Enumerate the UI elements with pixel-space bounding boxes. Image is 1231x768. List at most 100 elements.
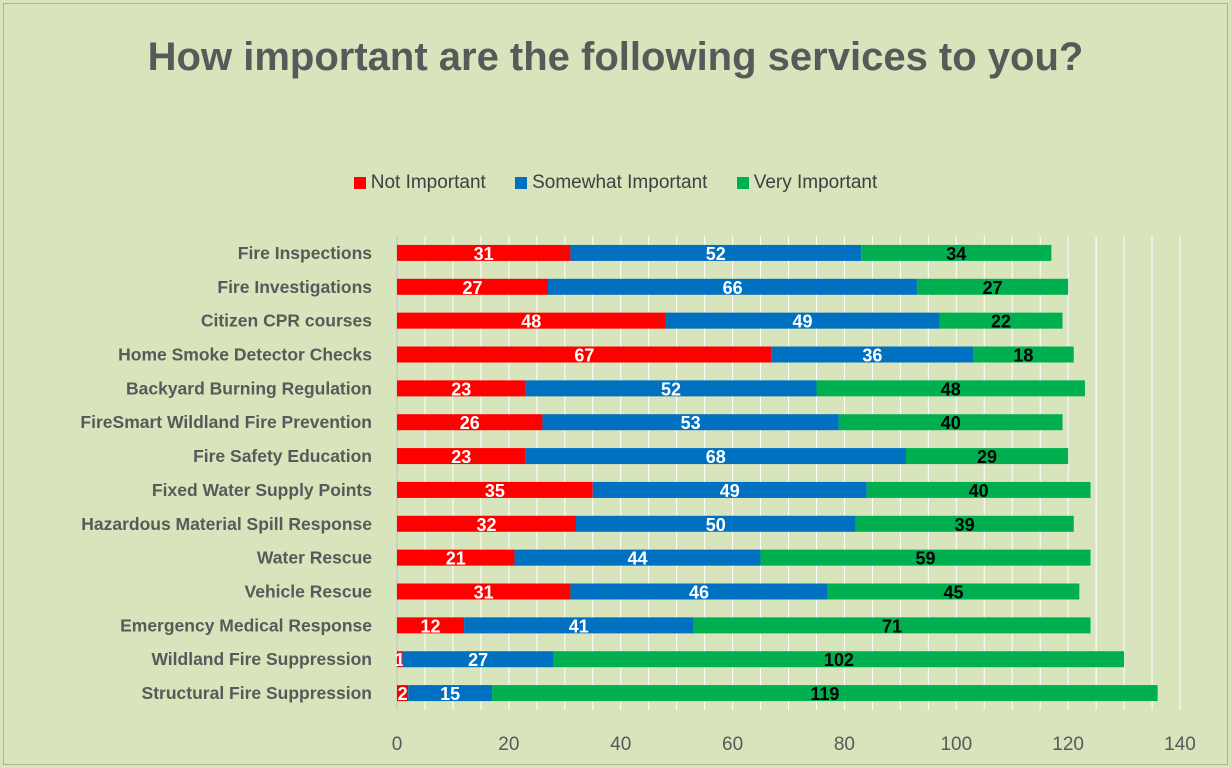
bar-segment bbox=[397, 414, 543, 431]
data-label: 12 bbox=[421, 616, 441, 636]
bar-segment bbox=[542, 414, 839, 431]
bar-segment bbox=[665, 312, 940, 329]
data-label: 67 bbox=[574, 346, 594, 366]
data-label: 44 bbox=[627, 549, 647, 569]
bar-segment bbox=[397, 481, 593, 498]
data-label: 35 bbox=[485, 481, 505, 501]
bar-segment bbox=[760, 549, 1091, 566]
bar-segment bbox=[514, 549, 761, 566]
legend-swatch-not-important bbox=[353, 177, 366, 189]
bar-segment bbox=[464, 617, 694, 634]
bar-segment bbox=[575, 515, 856, 532]
bar-segment bbox=[592, 481, 867, 498]
bar-segment bbox=[771, 346, 974, 363]
data-label: 46 bbox=[689, 583, 709, 603]
category-label: Wildland Fire Suppression bbox=[151, 649, 372, 669]
bar-segment bbox=[973, 346, 1074, 363]
bar-segment bbox=[570, 244, 862, 261]
category-label: Water Rescue bbox=[257, 548, 372, 568]
data-label: 49 bbox=[720, 481, 740, 501]
data-label: 2 bbox=[398, 684, 408, 704]
data-label: 26 bbox=[460, 413, 480, 433]
bar-segment bbox=[548, 278, 918, 295]
category-label: Hazardous Material Spill Response bbox=[81, 514, 372, 534]
bar-segment bbox=[397, 651, 403, 668]
bar-segment bbox=[408, 685, 493, 702]
x-tick-label: 100 bbox=[940, 734, 972, 755]
data-label: 27 bbox=[468, 650, 488, 670]
data-label: 66 bbox=[723, 278, 743, 298]
x-tick-label: 20 bbox=[498, 734, 519, 755]
legend: Not Important Somewhat Important Very Im… bbox=[0, 172, 1231, 195]
data-label: 31 bbox=[474, 244, 494, 264]
category-label: Vehicle Rescue bbox=[245, 582, 373, 602]
data-label: 68 bbox=[706, 447, 726, 467]
bar-segment bbox=[397, 617, 465, 634]
bar-segment bbox=[397, 685, 409, 702]
data-label: 21 bbox=[446, 549, 466, 569]
data-label: 23 bbox=[451, 379, 471, 399]
category-label: Home Smoke Detector Checks bbox=[118, 345, 372, 365]
data-label: 52 bbox=[661, 379, 681, 399]
chart-title: How important are the following services… bbox=[147, 35, 1084, 79]
legend-swatch-very-important bbox=[736, 177, 749, 189]
data-label: 15 bbox=[440, 684, 460, 704]
data-label: 53 bbox=[681, 413, 701, 433]
data-label: 52 bbox=[706, 244, 726, 264]
data-label: 40 bbox=[969, 481, 989, 501]
data-label: 119 bbox=[810, 684, 839, 704]
data-label: 27 bbox=[983, 278, 1003, 298]
bar-segment bbox=[855, 515, 1074, 532]
data-label: 41 bbox=[569, 616, 589, 636]
data-label: 48 bbox=[941, 379, 961, 399]
data-label: 50 bbox=[706, 515, 726, 535]
data-label: 40 bbox=[941, 413, 961, 433]
bar-segment bbox=[397, 346, 772, 363]
category-label: Emergency Medical Response bbox=[120, 615, 372, 635]
bar-segment bbox=[397, 312, 666, 329]
data-label: 48 bbox=[521, 312, 541, 332]
data-label: 23 bbox=[451, 447, 471, 467]
bar-segment bbox=[553, 651, 1125, 668]
category-label: Fixed Water Supply Points bbox=[152, 480, 372, 500]
data-label: 39 bbox=[955, 515, 975, 535]
data-label: 34 bbox=[946, 244, 966, 264]
data-label: 18 bbox=[1013, 346, 1033, 366]
bar-segment bbox=[917, 278, 1069, 295]
legend-label-not-important: Not Important bbox=[370, 172, 486, 193]
x-tick-label: 40 bbox=[610, 734, 631, 755]
bar-segment bbox=[693, 617, 1091, 634]
bar-segment bbox=[838, 414, 1063, 431]
bar-segment bbox=[397, 583, 571, 600]
legend-item-not-important: Not Important bbox=[353, 172, 486, 194]
data-label: 71 bbox=[882, 616, 902, 636]
category-label: Fire Investigations bbox=[217, 277, 372, 297]
data-label: 31 bbox=[474, 583, 494, 603]
data-label: 29 bbox=[977, 447, 997, 467]
legend-item-somewhat-important: Somewhat Important bbox=[515, 172, 707, 194]
bar-segment bbox=[492, 685, 1158, 702]
data-label: 59 bbox=[916, 549, 936, 569]
bar-segment bbox=[570, 583, 828, 600]
data-label: 22 bbox=[991, 312, 1011, 332]
bar-segment bbox=[402, 651, 554, 668]
bar-segment bbox=[397, 244, 571, 261]
category-label: Citizen CPR courses bbox=[201, 311, 372, 331]
bar-segment bbox=[397, 448, 526, 465]
legend-label-somewhat-important: Somewhat Important bbox=[532, 172, 708, 193]
bar-segment bbox=[397, 515, 576, 532]
data-label: 36 bbox=[862, 346, 882, 366]
x-tick-label: 80 bbox=[834, 734, 855, 755]
category-label: Structural Fire Suppression bbox=[142, 683, 372, 703]
bar-segment bbox=[397, 549, 515, 566]
legend-item-very-important: Very Important bbox=[736, 172, 877, 194]
bar-segment bbox=[866, 481, 1091, 498]
x-tick-label: 120 bbox=[1052, 734, 1084, 755]
bar-segment bbox=[397, 380, 526, 397]
bar-segment bbox=[397, 278, 549, 295]
data-label: 32 bbox=[476, 515, 496, 535]
bar-segment bbox=[827, 583, 1080, 600]
category-label: Backyard Burning Regulation bbox=[126, 378, 372, 398]
category-label: FireSmart Wildland Fire Prevention bbox=[80, 412, 372, 432]
